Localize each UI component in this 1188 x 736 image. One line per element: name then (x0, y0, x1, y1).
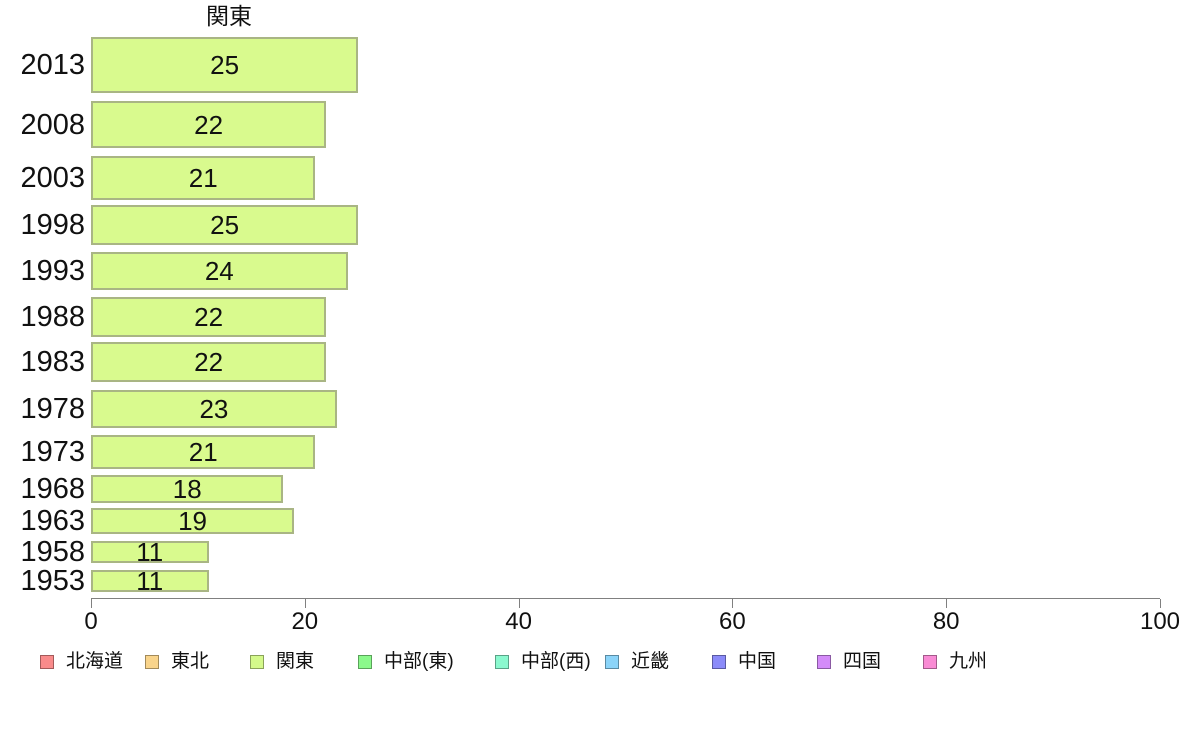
bar-value-label: 18 (172, 474, 202, 504)
legend-swatch (495, 655, 509, 669)
bar-value-label: 22 (194, 347, 224, 377)
x-tick-label-0: 0 (84, 608, 98, 635)
y-tick-label-1978: 1978 (20, 393, 85, 425)
x-axis-tick (732, 599, 734, 608)
legend-swatch (145, 655, 159, 669)
x-axis-tick (946, 599, 948, 608)
bar-1963: 19 (91, 506, 295, 536)
bar-value-label: 19 (178, 506, 208, 536)
bar-value-label: 23 (199, 394, 229, 424)
bar-1983: 22 (91, 342, 327, 382)
y-tick-label-2008: 2008 (20, 108, 85, 141)
y-tick-label-1973: 1973 (20, 436, 85, 468)
legend-swatch (358, 655, 372, 669)
x-tick-label-20: 20 (291, 608, 319, 635)
legend-swatch (250, 655, 264, 669)
y-tick-label-1983: 1983 (20, 346, 85, 378)
legend-item-東北[interactable]: 東北 (145, 651, 209, 673)
bar-1978: 23 (91, 390, 337, 428)
legend-swatch (605, 655, 619, 669)
bar-2008: 22 (91, 101, 327, 148)
legend-item-九州[interactable]: 九州 (923, 651, 987, 673)
legend-label: 中部(西) (521, 651, 591, 672)
bar-value-label: 21 (188, 163, 218, 193)
x-axis-tick (304, 599, 306, 608)
bar-1988: 22 (91, 297, 327, 337)
y-tick-label-1958: 1958 (20, 536, 85, 568)
legend-item-四国[interactable]: 四国 (817, 651, 881, 673)
legend-label: 東北 (171, 651, 210, 672)
bar-1973: 21 (91, 435, 316, 469)
bar-2013: 25 (91, 37, 359, 93)
legend-item-近畿[interactable]: 近畿 (605, 651, 669, 673)
bar-2003: 21 (91, 156, 316, 200)
x-axis-line (91, 598, 1160, 599)
x-tick-label-100: 100 (1139, 608, 1181, 635)
legend-label: 九州 (949, 651, 988, 672)
bar-value-label: 24 (204, 256, 234, 286)
bar-1968: 18 (91, 474, 284, 504)
bar-value-label: 22 (194, 302, 224, 332)
chart-title: 関東 (206, 3, 252, 29)
legend-swatch (40, 655, 54, 669)
y-tick-label-2013: 2013 (20, 49, 85, 81)
legend-item-北海道[interactable]: 北海道 (40, 651, 123, 673)
legend-item-中部(東)[interactable]: 中部(東) (358, 651, 454, 673)
y-tick-label-2003: 2003 (20, 162, 85, 194)
y-tick-label-1963: 1963 (20, 505, 85, 537)
bar-value-label: 25 (210, 50, 240, 80)
bar-1998: 25 (91, 205, 359, 245)
bar-value-label: 21 (188, 437, 218, 467)
bar-1958: 11 (91, 537, 209, 567)
legend-swatch (712, 655, 726, 669)
x-tick-label-60: 60 (719, 608, 746, 635)
bar-value-label: 25 (210, 210, 240, 240)
legend-swatch (817, 655, 831, 669)
legend-item-中部(西)[interactable]: 中部(西) (495, 651, 591, 673)
legend-swatch (923, 655, 937, 669)
x-axis-tick (1160, 599, 1161, 608)
legend-item-中国[interactable]: 中国 (712, 651, 776, 673)
legend-label: 北海道 (66, 651, 124, 672)
x-axis-tick (518, 599, 520, 608)
y-tick-label-1988: 1988 (20, 301, 85, 333)
legend-label: 中国 (738, 651, 777, 672)
y-tick-label-1993: 1993 (20, 255, 85, 287)
legend-item-関東[interactable]: 関東 (250, 651, 314, 673)
legend-label: 中部(東) (384, 651, 454, 672)
y-tick-label-1968: 1968 (20, 473, 85, 505)
bar-value-label: 11 (136, 537, 164, 567)
bar-1953: 11 (91, 566, 209, 596)
legend-label: 関東 (276, 651, 315, 672)
x-tick-label-80: 80 (932, 608, 960, 635)
x-tick-label-40: 40 (505, 608, 532, 635)
legend-label: 四国 (843, 651, 882, 672)
legend-label: 近畿 (631, 651, 670, 672)
bar-value-label: 11 (136, 566, 164, 596)
bar-1993: 24 (91, 252, 348, 290)
x-axis-tick (91, 599, 92, 608)
y-tick-label-1998: 1998 (20, 209, 85, 241)
y-tick-label-1953: 1953 (20, 565, 85, 597)
bar-value-label: 22 (194, 109, 224, 140)
